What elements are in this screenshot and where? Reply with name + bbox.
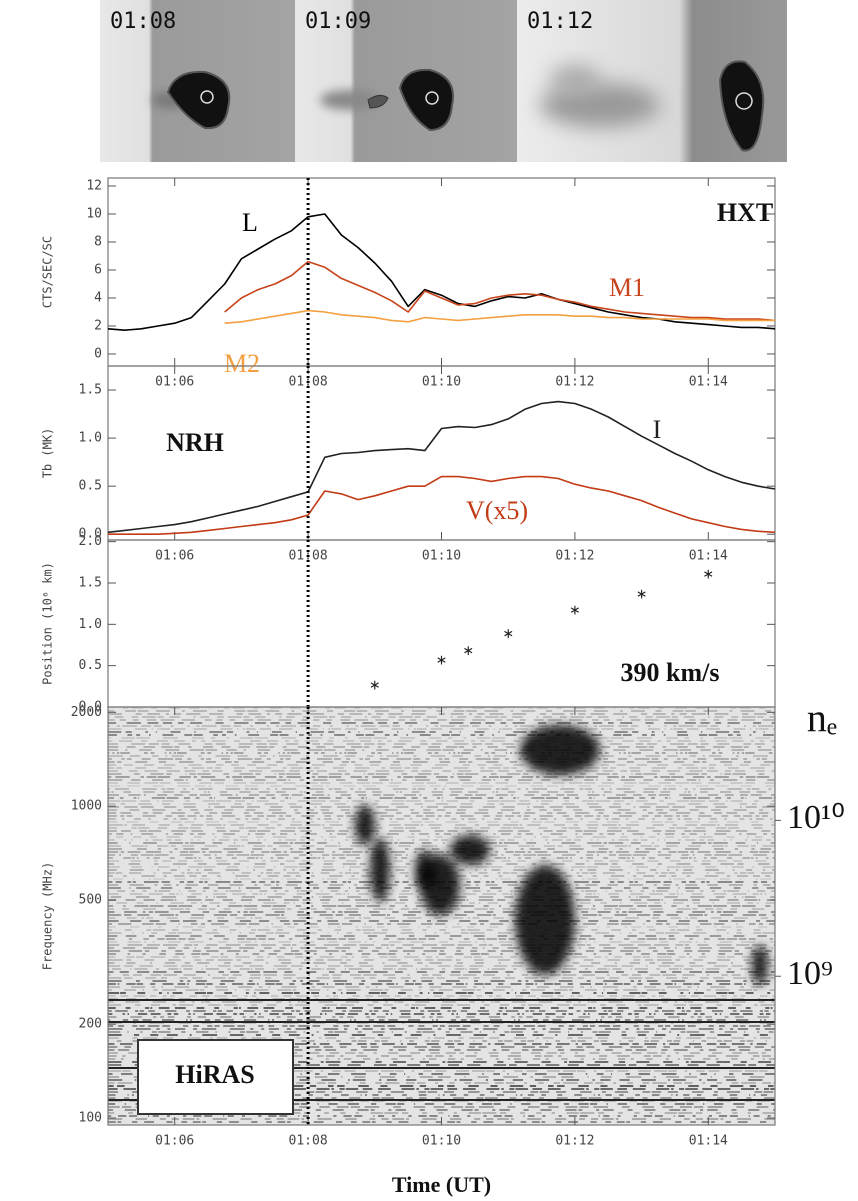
spectrogram-burst <box>355 805 375 845</box>
spectrogram-burst <box>370 838 390 902</box>
y2-tick-label: 10⁹ <box>787 955 833 992</box>
series-name: L <box>242 208 258 237</box>
series-name: I <box>653 415 662 444</box>
y-tick-label: 0.5 <box>79 658 102 673</box>
y-tick-label: 6 <box>94 262 102 277</box>
spectrogram-burst <box>450 835 490 865</box>
y-axis-label: Position (10⁶ km) <box>41 562 55 685</box>
y2-axis-label: nₑ <box>807 695 837 740</box>
series-line <box>107 400 776 534</box>
series-name: V(x5) <box>466 496 528 525</box>
y-axis-label: Tb (MK) <box>41 428 55 479</box>
series-name: M1 <box>609 273 645 302</box>
y-tick-label: 2 <box>94 318 102 333</box>
y-tick-label: 0 <box>94 346 102 361</box>
point: ∗ <box>702 567 714 583</box>
point: ∗ <box>569 602 581 618</box>
y2-tick-label: 10¹⁰ <box>787 799 845 836</box>
label-box <box>137 1039 294 1115</box>
annotation: NRH <box>166 428 224 457</box>
x-tick-label: 01:12 <box>555 549 594 564</box>
y-tick-label: 0.5 <box>79 479 102 494</box>
y-tick-label: 0.0 <box>79 527 102 542</box>
point: ∗ <box>369 678 381 694</box>
x-tick-label: 01:06 <box>155 375 194 390</box>
thumbnail: 01:08 <box>100 0 295 162</box>
y-tick-label: 2000 <box>71 705 102 720</box>
spectrogram-burst <box>415 850 435 890</box>
x-tick-label: 01:10 <box>422 375 461 390</box>
x-tick-label: 01:14 <box>689 549 728 564</box>
annotation: HiRAS <box>175 1060 254 1089</box>
x-tick-label: 01:08 <box>289 1134 328 1149</box>
annotation: 390 km/s <box>621 658 720 687</box>
y-tick-label: 1000 <box>71 799 102 814</box>
plot-frame <box>107 177 776 367</box>
spectrogram-burst <box>515 865 575 975</box>
thumbnail-label: 01:08 <box>110 9 176 34</box>
y-tick-label: 100 <box>79 1111 102 1126</box>
y-tick-label: 1.0 <box>79 617 102 632</box>
x-tick-label: 01:12 <box>555 1134 594 1149</box>
thumbnail-label: 01:12 <box>527 9 593 34</box>
y-tick-label: 4 <box>94 290 102 305</box>
point: ∗ <box>436 653 448 669</box>
y-tick-label: 1.5 <box>79 383 102 398</box>
annotation: HXT <box>717 198 773 227</box>
series-name: M2 <box>224 349 260 378</box>
y-tick-label: 1.0 <box>79 431 102 446</box>
x-tick-label: 01:12 <box>555 375 594 390</box>
spectrogram-burst <box>520 725 600 775</box>
thumbnail: 01:12 <box>517 0 787 162</box>
x-tick-label: 01:10 <box>422 549 461 564</box>
x-tick-label: 01:06 <box>155 1134 194 1149</box>
x-tick-label: 01:14 <box>689 375 728 390</box>
series-line <box>224 260 776 322</box>
spectrogram-burst <box>752 945 768 985</box>
y-axis-label: Frequency (MHz) <box>41 862 55 970</box>
x-tick-label: 01:14 <box>689 1134 728 1149</box>
y-tick-label: 1.5 <box>79 575 102 590</box>
thumbnail: 01:09 <box>295 0 517 162</box>
point: ∗ <box>462 643 474 659</box>
y-axis-label: CTS/SEC/SC <box>41 236 55 308</box>
point: ∗ <box>636 587 648 603</box>
x-axis-label: Time (UT) <box>392 1172 491 1197</box>
thumbnail-label: 01:09 <box>305 9 371 34</box>
x-tick-label: 01:06 <box>155 549 194 564</box>
series-line <box>224 309 775 324</box>
y-tick-label: 0.0 <box>79 700 102 715</box>
y-tick-label: 12 <box>86 178 102 193</box>
y-tick-label: 200 <box>79 1017 102 1032</box>
y-tick-label: 10 <box>86 206 102 221</box>
y-tick-label: 500 <box>79 893 102 908</box>
y-tick-label: 8 <box>94 234 102 249</box>
point: ∗ <box>502 626 514 642</box>
series-line <box>108 475 776 535</box>
x-tick-label: 01:10 <box>422 1134 461 1149</box>
series-line <box>107 213 776 331</box>
y-tick-label: 2.0 <box>79 534 102 549</box>
